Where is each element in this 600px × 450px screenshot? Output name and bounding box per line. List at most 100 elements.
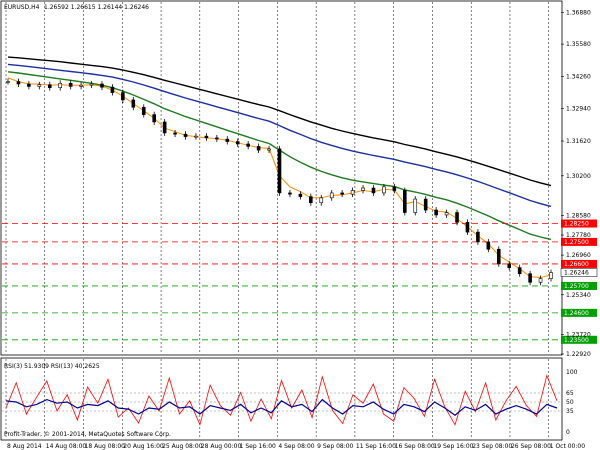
rsi-tick-label: 0	[566, 429, 570, 436]
price-tick-label: 1.34260	[566, 73, 591, 80]
candle-body	[110, 86, 115, 93]
candle-body	[267, 148, 271, 151]
price-tick-label: 1.28580	[566, 212, 591, 219]
candle-body	[131, 99, 136, 108]
candle-body	[79, 84, 83, 87]
candle-body	[476, 231, 480, 243]
time-tick-label: 16 Sep 08:00	[395, 443, 435, 450]
candle-body	[141, 106, 146, 115]
candle-body	[403, 190, 407, 213]
level-price-tag	[561, 335, 597, 344]
candle-body	[455, 212, 459, 223]
price-tick-label: 1.31620	[566, 138, 591, 145]
candle-body	[507, 263, 512, 268]
time-tick-label: 25 Aug 08:00	[162, 443, 203, 450]
candle-body	[528, 273, 532, 283]
price-tick-label: 1.27780	[566, 232, 591, 239]
candle-body	[465, 222, 470, 233]
level-price-tag	[561, 219, 597, 228]
candle-body	[309, 196, 313, 204]
main-chart-frame	[0, 0, 563, 356]
candle-body	[68, 82, 73, 87]
time-tick-label: 26 Sep 08:00	[511, 443, 551, 450]
candle-body	[37, 84, 42, 87]
candle-body	[382, 186, 386, 194]
candle-body	[225, 138, 230, 142]
candle-body	[496, 248, 501, 265]
time-tick-label: 28 Aug 00:00	[201, 443, 242, 450]
candle-body	[173, 132, 177, 135]
price-tick-label: 1.22920	[566, 351, 591, 358]
candle-body	[413, 198, 418, 213]
time-tick-label: 4 Sep 08:00	[278, 443, 314, 450]
candle-body	[89, 83, 94, 86]
candle-body	[246, 143, 250, 147]
rsi-tick-label: 35	[566, 408, 574, 415]
candle-body	[423, 198, 428, 211]
rsi-line-rsi_fast	[5, 374, 558, 427]
time-tick-label: 20 Aug 16:00	[123, 443, 164, 450]
candle-body	[6, 81, 10, 83]
candle-body	[486, 241, 491, 250]
level-price-label: 1.28250	[564, 221, 589, 228]
candle-body	[434, 209, 438, 216]
time-tick-label: 1 Sep 16:00	[240, 443, 276, 450]
price-tick-label: 1.25340	[566, 292, 591, 299]
time-tick-label: 9 Sep 08:00	[317, 443, 353, 450]
time-tick-label: 18 Aug 08:00	[85, 443, 126, 450]
current-price-label: 1.26246	[564, 270, 589, 277]
candles	[6, 78, 553, 286]
candle-body	[549, 272, 553, 279]
candle-body	[277, 148, 282, 194]
candle-body	[235, 141, 240, 145]
ma-line-ma_blue	[7, 63, 552, 208]
level-price-tag	[561, 281, 597, 290]
candle-body	[47, 84, 52, 88]
price-tick-label: 1.35580	[566, 41, 591, 48]
rsi-tick-label: 65	[566, 390, 574, 397]
candle-body	[392, 186, 397, 191]
rsi-title: RSI(3) 51.9309 RSI(13) 40.2625	[4, 363, 100, 370]
candle-body	[361, 187, 365, 191]
price-tick-label: 1.32940	[566, 106, 591, 113]
candle-body	[215, 137, 219, 140]
candle-body	[319, 197, 324, 204]
horizontal-levels: 1.28250 1.27500 1.26600 1.25700 1.24600 1.235…	[2, 219, 598, 344]
candle-body	[350, 190, 355, 195]
rsi-indicator: 100 65 50 35 0	[2, 369, 578, 436]
time-tick-label: 19 Sep 16:00	[433, 443, 473, 450]
candle-body	[183, 133, 188, 137]
candle-body	[152, 114, 156, 123]
candle-body	[256, 146, 261, 151]
candle-body	[444, 212, 449, 216]
candle-body	[538, 278, 543, 283]
level-price-tag	[561, 259, 597, 268]
price-tick-label: 1.26960	[566, 252, 591, 259]
candle-body	[194, 135, 198, 138]
candle-body	[329, 192, 334, 199]
time-tick-label: 14 Aug 08:00	[46, 443, 87, 450]
candle-body	[204, 135, 209, 139]
ohlc-readout: 1.26592 1.26615 1.26144 1.26246	[44, 4, 149, 11]
candle-body	[298, 193, 303, 197]
candle-body	[340, 192, 344, 195]
level-price-label: 1.27500	[564, 239, 589, 246]
price-tick-label: 1.36880	[566, 9, 591, 16]
time-tick-label: 23 Sep 08:00	[472, 443, 512, 450]
candle-body	[58, 82, 63, 88]
symbol-label: EURUSD,H4	[4, 4, 40, 11]
time-tick-label: 8 Aug 2014	[7, 443, 42, 450]
candle-body	[517, 267, 522, 275]
level-price-tag	[561, 308, 597, 317]
level-price-label: 1.23500	[564, 337, 589, 344]
candle-body	[100, 83, 104, 88]
price-tick-label: 1.23720	[566, 331, 591, 338]
rsi-tick-label: 100	[566, 369, 578, 376]
rsi-line-rsi_slow	[5, 398, 558, 416]
price-axis: 1.36880 1.35580 1.34260 1.32940 1.31620 1.302…	[561, 9, 591, 358]
level-price-label: 1.24600	[564, 310, 589, 317]
candle-body	[27, 83, 31, 87]
